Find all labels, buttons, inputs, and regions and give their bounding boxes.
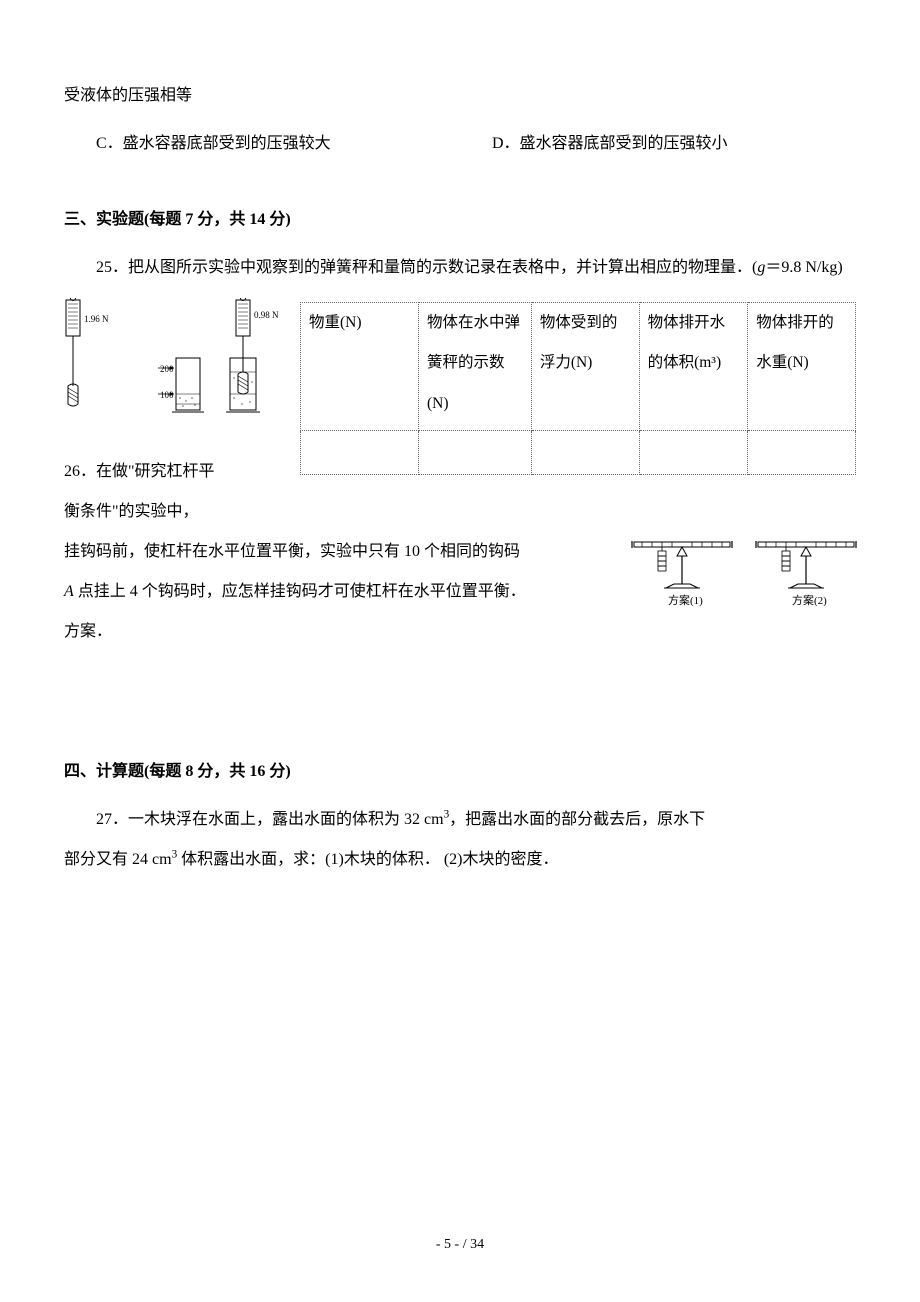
q25-text-prefix: 25．把从图所示实验中观察到的弹簧秤和量筒的示数记录在表格中，并计算出相应的物理…: [96, 259, 757, 276]
q26-line5: 方案．: [64, 612, 856, 652]
section-3-title: 三、实验题(每题 7 分，共 14 分): [64, 200, 856, 240]
q25-text: 25．把从图所示实验中观察到的弹簧秤和量筒的示数记录在表格中，并计算出相应的物理…: [64, 248, 856, 288]
scheme-2-label: 方案(2): [792, 593, 827, 607]
q25-block: 1.96 N 200 100: [64, 298, 856, 652]
q26-text-block: 26．在做"研究杠杆平 衡条件"的实验中， 挂钩码前，使杠杆在水平位置平衡，实验…: [64, 298, 856, 652]
q26-a-symbol: A: [64, 583, 74, 600]
q25-text-suffix: ＝9.8 N/kg): [765, 259, 842, 276]
lever-diagram: 方案(1): [630, 536, 860, 616]
q26-line3: 挂钩码前，使杠杆在水平位置平衡，实验中只有 10 个相同的钩码: [64, 532, 624, 572]
option-d: D．盛水容器底部受到的压强较小: [460, 124, 856, 164]
q27-line1: 27．一木块浮在水面上，露出水面的体积为 32 cm3，把露出水面的部分截去后，…: [64, 800, 856, 840]
lever-scheme-2: [756, 541, 856, 588]
section-4-block: 四、计算题(每题 8 分，共 16 分) 27．一木块浮在水面上，露出水面的体积…: [64, 752, 856, 880]
page-number: - 5 - / 34: [0, 1227, 920, 1262]
options-row-cd: C．盛水容器底部受到的压强较大 D．盛水容器底部受到的压强较小: [64, 124, 856, 164]
q26-line4-rest: 点挂上 4 个钩码时，应怎样挂钩码才可使杠杆在水平位置平衡．: [74, 583, 526, 600]
section-4-title: 四、计算题(每题 8 分，共 16 分): [64, 752, 856, 792]
prev-page-fragment: 受液体的压强相等: [64, 76, 856, 116]
q26-line4: A 点挂上 4 个钩码时，应怎样挂钩码才可使杠杆在水平位置平衡．: [64, 572, 624, 612]
q26-line2: 衡条件"的实验中，: [64, 492, 300, 532]
q26-line1: 26．在做"研究杠杆平: [64, 452, 300, 492]
scheme-1-label: 方案(1): [668, 593, 703, 607]
q27-line2: 部分又有 24 cm3 体积露出水面，求：(1)木块的体积． (2)木块的密度．: [64, 840, 856, 880]
option-c: C．盛水容器底部受到的压强较大: [64, 124, 460, 164]
lever-scheme-1: [632, 541, 732, 588]
